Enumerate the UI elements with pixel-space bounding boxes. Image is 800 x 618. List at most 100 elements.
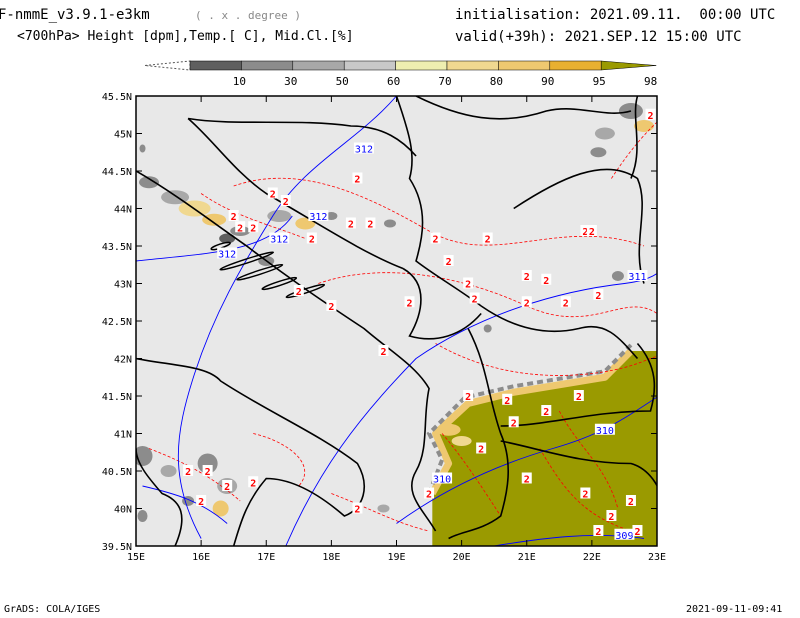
border-line	[187, 117, 404, 270]
border-line	[395, 96, 482, 307]
lon-label: 18E	[322, 552, 340, 563]
temperature-contour-label: 2	[198, 497, 204, 508]
lon-label: 22E	[583, 552, 601, 563]
lon-label: 16E	[192, 552, 210, 563]
cloud-patch	[383, 219, 396, 228]
cloud-patch	[325, 212, 338, 220]
valid-time: valid(+39h): 2021.SEP.12 15:00 UTC	[455, 29, 742, 45]
cloud-patch	[483, 324, 492, 333]
temperature-contour-label: 2	[348, 220, 354, 231]
lat-label: 43N	[114, 280, 132, 291]
border-line	[513, 168, 645, 284]
temp-label-box	[521, 270, 532, 281]
temp-label-box	[625, 495, 636, 506]
temp-label-box	[586, 225, 597, 236]
temp-label-box	[645, 108, 656, 120]
colorbar-label: 95	[593, 75, 606, 88]
temperature-contour-label: 2	[543, 276, 549, 287]
border-line	[402, 267, 482, 340]
island-outline	[236, 263, 284, 281]
temperature-contour-label: 2	[407, 298, 413, 309]
cloud-patch	[202, 213, 227, 226]
temp-label-box	[593, 525, 604, 536]
temp-label-box	[293, 285, 304, 296]
temperature-contour	[331, 493, 430, 532]
temperature-contour-label: 2	[224, 482, 230, 493]
height-contour	[396, 396, 657, 524]
temp-label-box	[606, 510, 617, 521]
height-contour-label: 310	[596, 426, 614, 437]
temp-label-box	[541, 405, 552, 416]
temp-label-box	[469, 292, 480, 304]
cloud-patch	[590, 147, 607, 158]
temperature-contour-label: 2	[595, 291, 601, 302]
height-contour-label: 309	[615, 531, 633, 542]
lon-label: 17E	[257, 552, 275, 563]
height-label-box	[217, 247, 238, 259]
border-line	[500, 342, 656, 427]
height-label-box	[269, 232, 290, 244]
temp-label-box	[430, 232, 441, 244]
temp-label-box	[228, 210, 239, 221]
border-line	[136, 357, 365, 546]
colorbar-label: 70	[438, 75, 451, 88]
temperature-contour-label: 2	[250, 223, 256, 234]
height-contour-label: 312	[270, 235, 288, 246]
temp-label-box	[632, 525, 643, 536]
colorbar-label: 50	[336, 75, 349, 88]
lat-label: 40N	[114, 505, 132, 516]
lon-label: 15E	[127, 552, 145, 563]
model-name: F-nmmE_v3.9.1-e3km	[0, 7, 150, 23]
lon-label: 19E	[387, 552, 405, 563]
temp-label-box	[267, 187, 278, 199]
lat-label: 42.5N	[102, 317, 132, 328]
temperature-contour	[558, 410, 619, 509]
height-label-box	[353, 142, 374, 154]
island-outline	[261, 276, 298, 291]
temperature-contour	[318, 272, 657, 317]
temperature-contour-label: 2	[524, 298, 530, 309]
temperature-contour-label: 2	[511, 418, 517, 429]
temperature-contour-label: 2	[634, 527, 640, 538]
temperature-contour-label: 2	[185, 467, 191, 478]
height-contour-label: 312	[218, 250, 236, 261]
temp-label-box	[502, 393, 513, 405]
temperature-contour-label: 2	[504, 396, 510, 407]
lat-label: 45N	[114, 130, 132, 141]
cloud-patch	[212, 500, 229, 517]
island-outline	[285, 283, 326, 299]
colorbar-label: 60	[387, 75, 400, 88]
cloud-patch	[436, 423, 461, 436]
temperature-contour-label: 2	[524, 272, 530, 283]
field-description: <700hPa> Height [dpm],Temp.[ C], Mid.Cl.…	[17, 29, 354, 44]
height-contour-label: 312	[309, 212, 327, 223]
temp-label-box	[573, 390, 584, 401]
border-line	[500, 440, 657, 488]
temperature-contour-label: 2	[270, 190, 276, 201]
temperature-contour-label: 2	[647, 111, 653, 122]
temp-label-box	[345, 217, 356, 229]
temperature-contour-label: 2	[205, 467, 211, 478]
colorbar-label: 10	[233, 75, 246, 88]
lat-label: 43.5N	[102, 242, 132, 253]
temperature-contour	[253, 433, 306, 487]
lat-label: 44N	[114, 205, 132, 216]
temp-label-box	[463, 390, 474, 401]
temperature-contour	[148, 448, 241, 502]
temperature-contour-label: 2	[582, 227, 588, 238]
height-label-box	[614, 528, 635, 540]
temperature-contour-label: 2	[472, 295, 478, 306]
temp-label-box	[378, 345, 389, 356]
height-contour-label: 310	[433, 475, 451, 486]
lat-label: 39.5N	[102, 542, 132, 553]
colorbar-label: 90	[541, 75, 554, 88]
height-label-box	[308, 210, 329, 221]
temperature-contour-label: 2	[582, 490, 588, 501]
lon-label: 23E	[648, 552, 666, 563]
lat-label: 41N	[114, 430, 132, 441]
temperature-contour-label: 2	[237, 223, 243, 234]
temp-label-box	[521, 296, 532, 308]
lat-label: 44.5N	[102, 167, 132, 178]
